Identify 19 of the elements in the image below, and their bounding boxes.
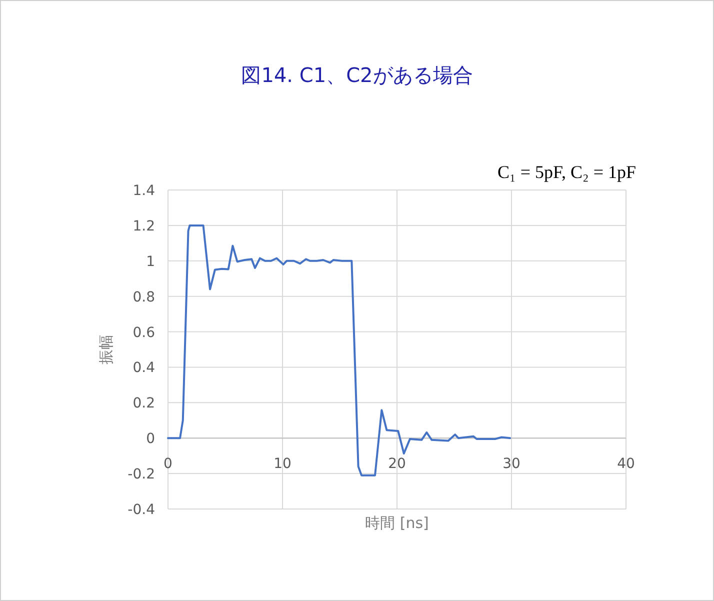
y-tick-label: 0.2	[132, 396, 155, 412]
y-tick-label: 0	[146, 431, 155, 448]
y-tick-label: 0.8	[132, 289, 155, 306]
chart-title: 図14. C1、C2がある場合	[241, 63, 473, 87]
y-tick-label: 0.6	[132, 324, 156, 341]
y-tick-label: -0.4	[128, 502, 156, 518]
x-tick-label: 30	[502, 456, 520, 472]
x-tick-label: 20	[388, 456, 406, 472]
y-tick-label: 0.4	[132, 360, 156, 376]
y-tick-label: -0.2	[128, 466, 155, 483]
text: C₁ = 5pF, C₂ = 1pF	[498, 162, 636, 182]
x-tick-label: 0	[164, 456, 172, 472]
y-tick-label: 1	[146, 254, 155, 270]
y-axis-title: 振幅	[97, 334, 115, 364]
x-axis-title: 時間 [ns]	[365, 514, 429, 532]
y-tick-label: 1.2	[132, 218, 155, 234]
y-tick-label: 1.4	[132, 183, 156, 199]
x-tick-label: 40	[617, 456, 635, 472]
x-tick-label: 10	[274, 456, 292, 472]
